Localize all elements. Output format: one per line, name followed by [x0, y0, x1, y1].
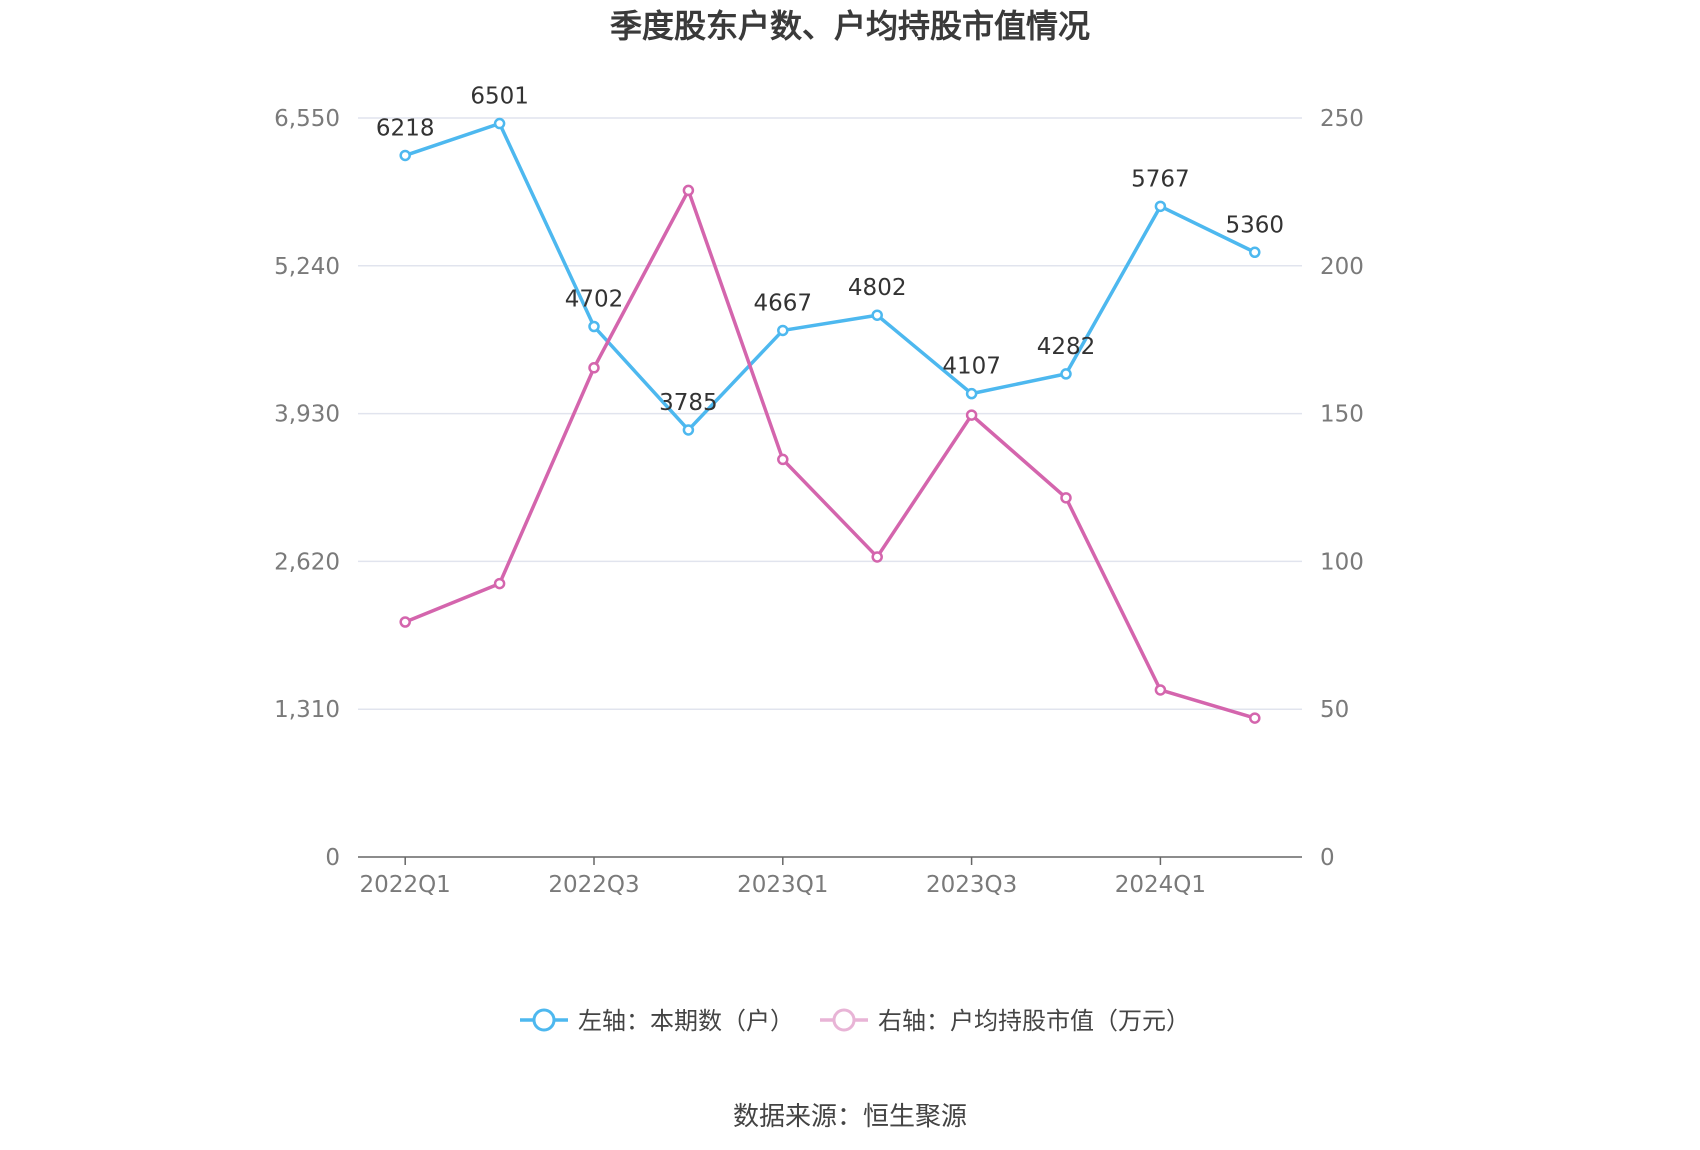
right-series-point[interactable]	[965, 409, 978, 421]
right-y-tick-label: 150	[1320, 402, 1364, 428]
data-label: 4802	[848, 275, 907, 301]
left-series-point[interactable]	[871, 309, 883, 321]
legend-circle-icon	[832, 1008, 856, 1032]
legend-label: 左轴：本期数（户）	[578, 1007, 794, 1035]
right-y-tick-label: 0	[1320, 845, 1335, 871]
data-label: 5767	[1131, 166, 1190, 192]
left-y-tick-label: 2,620	[274, 549, 340, 575]
right-series-point[interactable]	[682, 184, 695, 197]
legend-label: 右轴：户均持股市值（万元）	[878, 1007, 1190, 1035]
left-y-tick-label: 5,240	[274, 254, 340, 280]
right-series-point[interactable]	[588, 362, 600, 374]
right-y-tick-label: 50	[1320, 697, 1349, 723]
legend-circle-icon	[532, 1008, 556, 1032]
data-label: 4282	[1037, 334, 1096, 360]
x-tick-label: 2024Q1	[1115, 872, 1206, 898]
data-label: 6218	[376, 115, 435, 141]
left-series-point[interactable]	[965, 387, 978, 400]
legend[interactable]: 左轴：本期数（户） 右轴：户均持股市值（万元）	[520, 1007, 1190, 1035]
data-label: 4667	[754, 290, 813, 316]
x-tick-label: 2022Q1	[360, 872, 451, 898]
right-y-tick-label: 250	[1320, 106, 1364, 132]
x-tick-label: 2023Q3	[926, 872, 1017, 898]
series-lines	[404, 121, 1256, 720]
right-y-tick-label: 200	[1320, 254, 1364, 280]
left-series-point[interactable]	[1249, 246, 1261, 259]
data-source: 数据来源：恒生聚源	[733, 1102, 967, 1132]
left-y-tick-label: 3,930	[274, 402, 340, 428]
right-series-point[interactable]	[1060, 492, 1072, 504]
left-y-tick-label: 6,550	[274, 106, 340, 132]
left-series-point[interactable]	[1154, 200, 1167, 213]
left-series-point[interactable]	[682, 424, 695, 436]
chart-title: 季度股东户数、户均持股市值情况	[610, 7, 1090, 45]
left-series-line	[404, 121, 1256, 432]
left-series-point[interactable]	[1060, 368, 1072, 380]
data-label: 4702	[565, 286, 624, 312]
data-label: 6501	[470, 84, 529, 110]
right-series-point[interactable]	[777, 453, 789, 466]
left-y-tick-label: 0	[325, 845, 340, 871]
right-series-line	[404, 188, 1256, 720]
left-series-point[interactable]	[399, 149, 411, 162]
right-series-point[interactable]	[871, 551, 883, 563]
left-series-point[interactable]	[777, 324, 789, 337]
data-labels: 6218 6501 4702 3785 4667 4802 4107 4282 5767 5360	[376, 84, 1284, 416]
x-tick-label: 2023Q1	[737, 872, 828, 898]
legend-item-right[interactable]: 右轴：户均持股市值（万元）	[820, 1007, 1190, 1035]
left-series-point[interactable]	[588, 320, 600, 333]
right-y-tick-label: 100	[1320, 549, 1364, 575]
x-tick-label: 2022Q3	[548, 872, 639, 898]
data-label: 4107	[942, 354, 1001, 380]
legend-item-left[interactable]: 左轴：本期数（户）	[520, 1007, 794, 1035]
right-series-point[interactable]	[399, 616, 411, 628]
axes: 0 1,310 2,620 3,930 5,240 6,550 0 50 100 150 200 25…	[274, 106, 1364, 898]
left-y-tick-label: 1,310	[274, 697, 340, 723]
data-label: 5360	[1226, 212, 1285, 238]
right-series-point[interactable]	[1154, 684, 1167, 696]
right-series-point[interactable]	[1249, 712, 1261, 724]
left-series-point[interactable]	[493, 117, 506, 130]
data-label: 3785	[659, 390, 718, 416]
grid-lines	[358, 117, 1302, 710]
right-series-point[interactable]	[493, 577, 506, 590]
series-points	[399, 117, 1261, 724]
